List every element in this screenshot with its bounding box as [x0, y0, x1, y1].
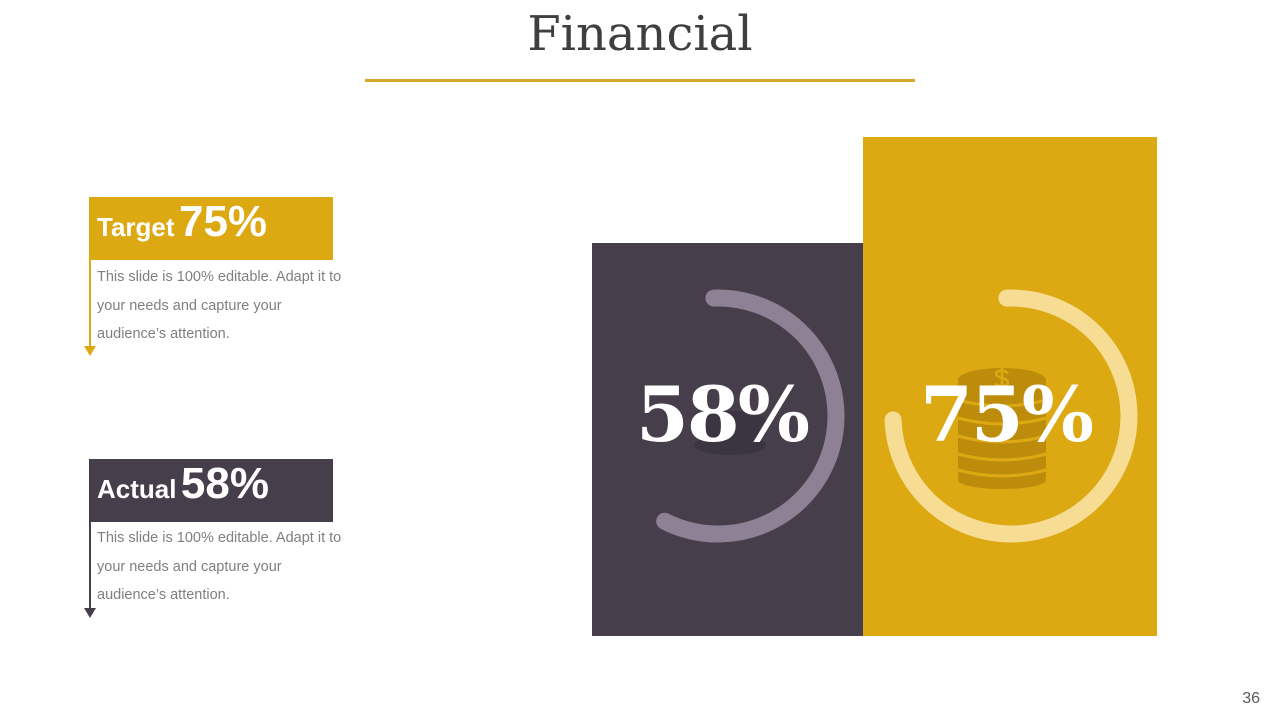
actual-arrow-line	[89, 522, 91, 610]
actual-label-box: Actual 58%	[89, 459, 333, 522]
actual-big-percent: 58%	[636, 370, 810, 459]
target-progress-ring	[884, 289, 1138, 543]
title-underline	[365, 79, 915, 82]
target-arrow-down-icon	[84, 346, 96, 356]
actual-progress-ring	[591, 289, 845, 543]
slide-title: Financial	[527, 6, 753, 62]
slide-number: 36	[1242, 690, 1260, 707]
target-arrow-line	[89, 260, 91, 348]
target-label-box: Target 75%	[89, 197, 333, 260]
dollar-sign-icon	[994, 366, 1010, 391]
target-word: Target	[97, 212, 175, 242]
coins-stack-icon	[694, 366, 1047, 489]
actual-percent: 58%	[180, 459, 269, 508]
target-big-percent: 75%	[920, 370, 1094, 459]
actual-arrow-down-icon	[84, 608, 96, 618]
target-description: This slide is 100% editable. Adapt it to…	[97, 269, 342, 342]
actual-description: This slide is 100% editable. Adapt it to…	[97, 530, 342, 603]
actual-word: Actual	[97, 474, 177, 504]
target-percent: 75%	[178, 197, 268, 246]
